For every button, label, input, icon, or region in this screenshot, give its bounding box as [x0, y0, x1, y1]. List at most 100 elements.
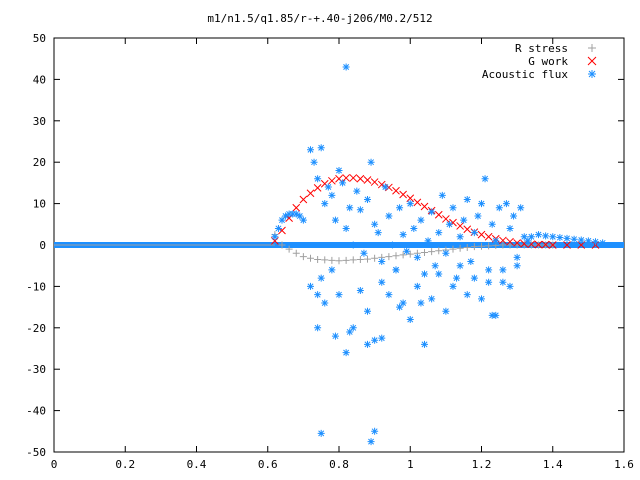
data-point: [378, 258, 386, 266]
data-point: [335, 291, 343, 299]
data-point: [356, 206, 364, 214]
data-point: [385, 291, 393, 299]
data-point: [385, 253, 393, 261]
data-point: [413, 198, 422, 207]
series-1: [271, 174, 600, 249]
data-point: [527, 241, 535, 249]
data-point: [556, 234, 564, 242]
data-point: [481, 175, 489, 183]
data-point: [314, 255, 322, 263]
data-point: [449, 282, 457, 290]
data-point: [410, 224, 418, 232]
data-point: [463, 225, 472, 234]
data-point: [378, 278, 386, 286]
data-point: [520, 241, 528, 249]
data-point: [349, 324, 357, 332]
data-point: [442, 307, 450, 315]
data-point: [317, 274, 325, 282]
data-point: [342, 224, 350, 232]
data-point: [463, 243, 471, 251]
data-point: [506, 224, 514, 232]
data-point: [399, 251, 407, 259]
legend-marker: [588, 44, 596, 52]
data-point: [307, 146, 314, 154]
data-point: [499, 278, 507, 286]
data-point: [321, 256, 329, 264]
data-point: [442, 249, 450, 257]
data-point: [599, 239, 607, 247]
data-point: [435, 229, 443, 237]
data-point: [374, 229, 382, 237]
data-point: [563, 234, 571, 242]
data-point: [506, 241, 514, 249]
data-point: [310, 158, 318, 166]
x-tick-label: 1.2: [472, 458, 492, 471]
data-point: [367, 158, 375, 166]
data-point: [346, 204, 354, 212]
data-point: [317, 144, 325, 152]
data-point: [584, 237, 592, 245]
data-point: [549, 233, 557, 241]
legend-marker: [588, 70, 596, 78]
data-point: [324, 183, 332, 191]
legend-label: Acoustic flux: [482, 68, 568, 81]
data-point: [488, 311, 496, 319]
data-point: [506, 237, 514, 246]
data-point: [271, 233, 279, 241]
data-point: [388, 241, 396, 249]
data-point: [342, 174, 350, 182]
data-point: [456, 222, 464, 230]
data-point: [421, 248, 428, 256]
data-point: [484, 232, 493, 241]
data-point: [371, 336, 379, 344]
data-point: [438, 191, 446, 199]
data-point: [314, 324, 322, 332]
x-tick-label: 0: [51, 458, 58, 471]
data-point: [495, 204, 503, 212]
data-point: [399, 190, 407, 199]
data-point: [417, 299, 425, 307]
data-point: [396, 204, 404, 212]
data-point: [460, 216, 468, 224]
data-point: [513, 253, 521, 261]
data-point: [371, 220, 379, 228]
data-point: [517, 204, 525, 212]
y-tick-label: -20: [26, 322, 46, 335]
data-point: [492, 311, 500, 319]
data-marks: [271, 63, 607, 446]
y-tick-label: 10: [33, 198, 46, 211]
data-point: [499, 241, 507, 249]
y-tick-label: -10: [26, 280, 46, 293]
data-point: [349, 256, 357, 264]
x-tick-label: 1: [407, 458, 414, 471]
data-point: [282, 212, 290, 220]
data-point: [478, 200, 485, 208]
data-point: [470, 229, 478, 237]
data-point: [331, 332, 339, 340]
legend-label: R stress: [515, 42, 568, 55]
data-point: [364, 255, 371, 263]
data-point: [421, 340, 428, 348]
data-point: [296, 212, 304, 220]
data-point: [285, 245, 293, 253]
chart-title: m1/n1.5/q1.85/r-+.40-j206/M0.2/512: [207, 12, 432, 25]
data-point: [314, 291, 322, 299]
data-point: [370, 178, 379, 186]
data-point: [513, 239, 521, 247]
data-point: [331, 216, 339, 224]
data-point: [289, 210, 297, 218]
data-point: [535, 231, 542, 239]
data-point: [378, 334, 386, 342]
data-point: [356, 255, 364, 263]
data-point: [392, 266, 400, 274]
data-point: [442, 215, 450, 223]
y-tick-label: 40: [33, 73, 46, 86]
data-point: [356, 287, 364, 295]
data-point: [428, 248, 436, 256]
data-point: [406, 194, 415, 203]
data-point: [299, 195, 308, 204]
data-point: [499, 266, 507, 274]
data-point: [314, 175, 322, 183]
